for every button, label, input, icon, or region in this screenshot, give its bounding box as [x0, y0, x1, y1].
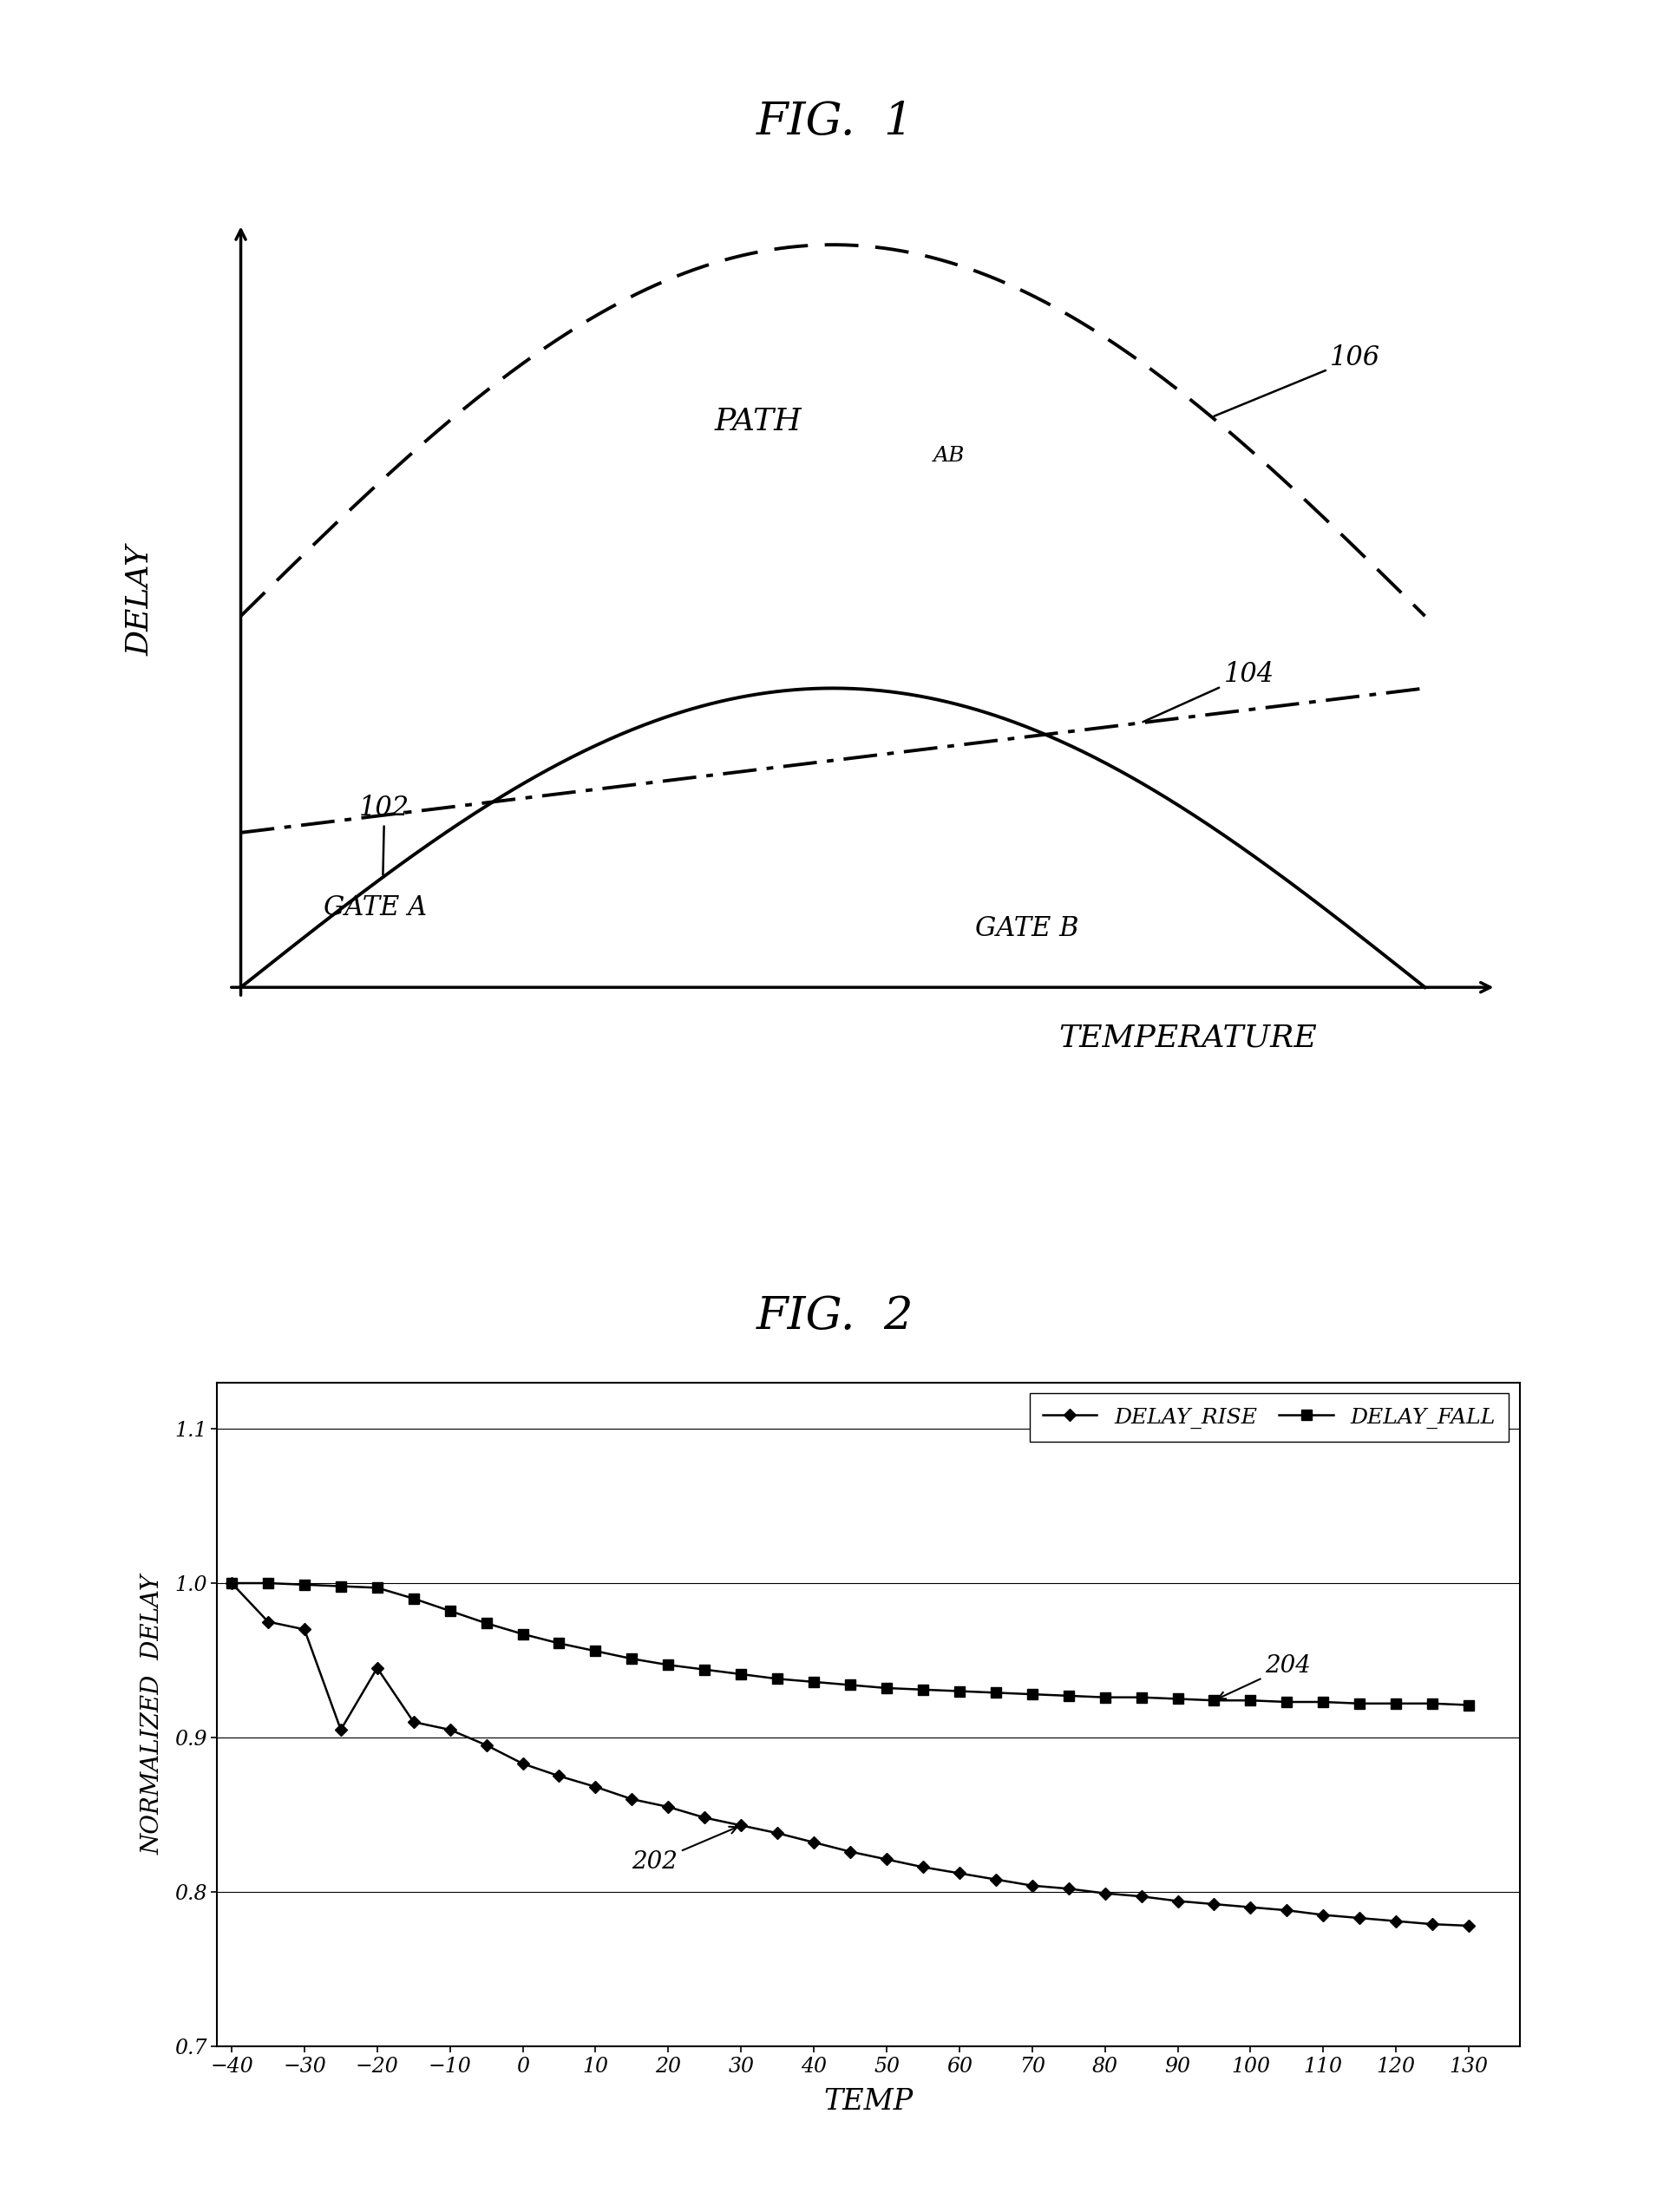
DELAY_RISE [331, 1717, 351, 1743]
DELAY_RISE [621, 1785, 641, 1812]
DELAY_FALL [1458, 1692, 1478, 1719]
Text: AB: AB [934, 445, 965, 467]
DELAY_FALL [586, 1637, 606, 1663]
DELAY_FALL [840, 1672, 860, 1699]
X-axis label: TEMP: TEMP [823, 2088, 913, 2117]
DELAY_FALL [731, 1661, 752, 1688]
DELAY_RISE [658, 1794, 678, 1820]
DELAY_RISE [1458, 1913, 1478, 1940]
DELAY_FALL [331, 1573, 351, 1599]
DELAY_RISE [439, 1717, 459, 1743]
DELAY_FALL [1313, 1688, 1333, 1714]
DELAY_FALL [1241, 1688, 1261, 1714]
Y-axis label: NORMALIZED  DELAY: NORMALIZED DELAY [142, 1575, 165, 1854]
DELAY_FALL [549, 1630, 569, 1657]
DELAY_RISE [586, 1774, 606, 1801]
DELAY_RISE [513, 1750, 533, 1776]
DELAY_FALL [222, 1571, 242, 1597]
DELAY_RISE [222, 1571, 242, 1597]
Line: DELAY_FALL: DELAY_FALL [227, 1579, 1473, 1710]
DELAY_RISE [803, 1829, 823, 1856]
DELAY_RISE [367, 1655, 387, 1681]
DELAY_RISE [1349, 1905, 1369, 1931]
DELAY_RISE [949, 1860, 969, 1887]
DELAY_RISE [294, 1617, 314, 1644]
DELAY_RISE [1204, 1891, 1224, 1918]
DELAY_FALL [877, 1674, 897, 1701]
DELAY_RISE [1241, 1893, 1261, 1920]
DELAY_FALL [658, 1652, 678, 1679]
Text: TEMPERATURE: TEMPERATURE [1059, 1024, 1318, 1053]
DELAY_RISE [1278, 1898, 1298, 1924]
DELAY_FALL [695, 1657, 715, 1683]
DELAY_FALL [1204, 1688, 1224, 1714]
DELAY_RISE [259, 1608, 279, 1635]
DELAY_RISE [1059, 1876, 1079, 1902]
DELAY_FALL [1167, 1686, 1187, 1712]
DELAY_RISE [695, 1805, 715, 1832]
Text: 202: 202 [631, 1827, 736, 1874]
Text: 106: 106 [1214, 345, 1381, 416]
DELAY_FALL [803, 1668, 823, 1694]
DELAY_RISE [840, 1838, 860, 1865]
DELAY_FALL [404, 1586, 424, 1613]
DELAY_FALL [913, 1677, 934, 1703]
Text: DELAY: DELAY [125, 544, 155, 657]
DELAY_FALL [259, 1571, 279, 1597]
DELAY_RISE [1313, 1902, 1333, 1929]
DELAY_RISE [731, 1812, 752, 1838]
DELAY_FALL [1349, 1690, 1369, 1717]
DELAY_FALL [1423, 1690, 1443, 1717]
Text: PATH: PATH [715, 407, 802, 436]
Text: FIG.  2: FIG. 2 [757, 1294, 913, 1338]
DELAY_FALL [439, 1597, 459, 1624]
DELAY_FALL [949, 1679, 969, 1705]
DELAY_FALL [768, 1666, 788, 1692]
DELAY_FALL [1278, 1688, 1298, 1714]
DELAY_FALL [367, 1575, 387, 1601]
DELAY_RISE [1423, 1911, 1443, 1938]
DELAY_RISE [1096, 1880, 1116, 1907]
DELAY_RISE [985, 1867, 1005, 1893]
Text: FIG.  1: FIG. 1 [757, 100, 913, 144]
DELAY_FALL [1131, 1683, 1151, 1710]
Text: 102: 102 [359, 794, 409, 874]
DELAY_RISE [877, 1847, 897, 1874]
DELAY_RISE [476, 1732, 496, 1759]
DELAY_FALL [1386, 1690, 1406, 1717]
DELAY_FALL [1059, 1683, 1079, 1710]
DELAY_RISE [1022, 1871, 1042, 1898]
DELAY_FALL [294, 1571, 314, 1597]
DELAY_RISE [404, 1708, 424, 1734]
DELAY_FALL [513, 1621, 533, 1648]
Legend: DELAY_RISE, DELAY_FALL: DELAY_RISE, DELAY_FALL [1030, 1394, 1510, 1442]
Line: DELAY_RISE: DELAY_RISE [227, 1579, 1473, 1929]
DELAY_FALL [476, 1610, 496, 1637]
DELAY_RISE [1131, 1882, 1151, 1909]
Text: 104: 104 [1142, 661, 1274, 721]
DELAY_FALL [621, 1646, 641, 1672]
Text: GATE A: GATE A [324, 894, 428, 920]
DELAY_FALL [1022, 1681, 1042, 1708]
Text: 204: 204 [1217, 1655, 1311, 1699]
DELAY_RISE [549, 1763, 569, 1790]
Text: GATE B: GATE B [975, 916, 1079, 942]
DELAY_RISE [913, 1854, 934, 1880]
DELAY_RISE [768, 1820, 788, 1847]
DELAY_FALL [985, 1679, 1005, 1705]
DELAY_RISE [1386, 1907, 1406, 1933]
DELAY_RISE [1167, 1887, 1187, 1913]
DELAY_FALL [1096, 1683, 1116, 1710]
